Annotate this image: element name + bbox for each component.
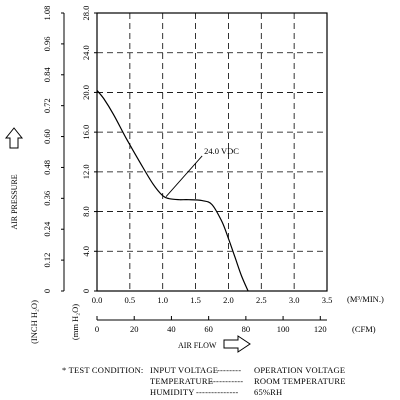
cfm-tick-label: 0 <box>95 324 99 334</box>
annotation-label: 24.0 VDC <box>204 146 239 156</box>
grid-lines <box>97 13 327 291</box>
inch-tick-label: 1.08 <box>42 6 52 21</box>
x-tick-label: 0.5 <box>125 295 136 305</box>
inch-tick-label: 0.36 <box>42 191 52 206</box>
ylabel-group: AIR PRESSURE <box>4 127 24 230</box>
cfm-tick-label: 120 <box>314 324 327 334</box>
tc-temperature-key: TEMPERATURE <box>150 376 213 386</box>
xlabel: AIR FLOW <box>178 341 217 350</box>
pq-curve-24vdc <box>96 90 249 292</box>
inch-tick-label: 0.48 <box>42 160 52 175</box>
mm-tick-label: 12.0 <box>81 164 91 179</box>
x-unit: (M³/MIN.) <box>347 294 384 304</box>
tc-input-voltage-dash: -------- <box>217 365 241 375</box>
mm-axis: 0 4.0 8.0 12.0 16.0 20.0 24.0 28.0 <box>81 6 97 293</box>
mm-tick-label: 24.0 <box>81 45 91 60</box>
up-arrow-icon <box>4 127 24 149</box>
tc-input-voltage-value: OPERATION VOLTAGE <box>254 365 345 375</box>
tc-temperature-dash: ----------- <box>210 376 243 386</box>
mm-tick-label: 4.0 <box>81 246 91 257</box>
inch-tick-label: 0.84 <box>42 67 52 83</box>
inch-tick-label: 0.24 <box>42 221 52 237</box>
cfm-tick-label: 40 <box>167 324 176 334</box>
x-tick-label: 0.0 <box>92 295 103 305</box>
cfm-tick-label: 80 <box>242 324 251 334</box>
mm-tick-label: 0 <box>81 289 91 293</box>
cfm-tick-label: 20 <box>130 324 139 334</box>
ylabel: AIR PRESSURE <box>10 174 19 229</box>
inch-tick-label: 0.96 <box>42 36 52 51</box>
mm-tick-label: 16.0 <box>81 125 91 140</box>
cfm-tick-label: 60 <box>204 324 213 334</box>
mm-tick-label: 28.0 <box>81 6 91 21</box>
x-axis: 0.0 0.5 1.0 1.5 2.0 2.5 3.0 3.5 <box>92 295 333 305</box>
mm-tick-label: 20.0 <box>81 85 91 100</box>
inch-axis: 0 0.12 0.24 0.36 0.48 0.60 0.72 0.84 0.96 1.08 <box>42 6 65 293</box>
x-tick-label: 2.5 <box>256 295 267 305</box>
x-tick-label: 1.5 <box>190 295 201 305</box>
tc-humidity-dash: -------------- <box>196 387 238 397</box>
tc-humidity-value: 65%RH <box>254 387 282 397</box>
x-tick-label: 2.0 <box>223 295 234 305</box>
mm-tick-label: 8.0 <box>81 206 91 217</box>
y-unit-inch: (INCH H₂O) <box>29 300 39 344</box>
tc-input-voltage-key: INPUT VOLTAGE <box>150 365 218 375</box>
inch-tick-label: 0.60 <box>42 129 52 144</box>
test-condition: * TEST CONDITION: INPUT VOLTAGE --------… <box>62 365 346 397</box>
x-tick-label: 1.0 <box>157 295 168 305</box>
x-tick-label: 3.0 <box>289 295 300 305</box>
inch-tick-label: 0.72 <box>42 98 52 113</box>
inch-tick-label: 0 <box>42 289 52 293</box>
inch-tick-label: 0.12 <box>42 253 52 268</box>
cfm-unit: (CFM) <box>352 324 376 334</box>
annotation-leader <box>165 155 203 197</box>
right-arrow-icon <box>223 335 251 353</box>
tc-temperature-value: ROOM TEMPERATURE <box>254 376 346 386</box>
y-unit-mm: (mm H₂O) <box>70 304 80 340</box>
cfm-axis: 0 20 40 60 80 100 120 <box>95 316 327 334</box>
cfm-tick-label: 100 <box>277 324 290 334</box>
x-tick-label: 3.5 <box>322 295 333 305</box>
plot-frame <box>96 12 328 292</box>
tc-humidity-key: HUMIDITY <box>150 387 195 397</box>
test-condition-title: * TEST CONDITION: <box>62 365 143 375</box>
